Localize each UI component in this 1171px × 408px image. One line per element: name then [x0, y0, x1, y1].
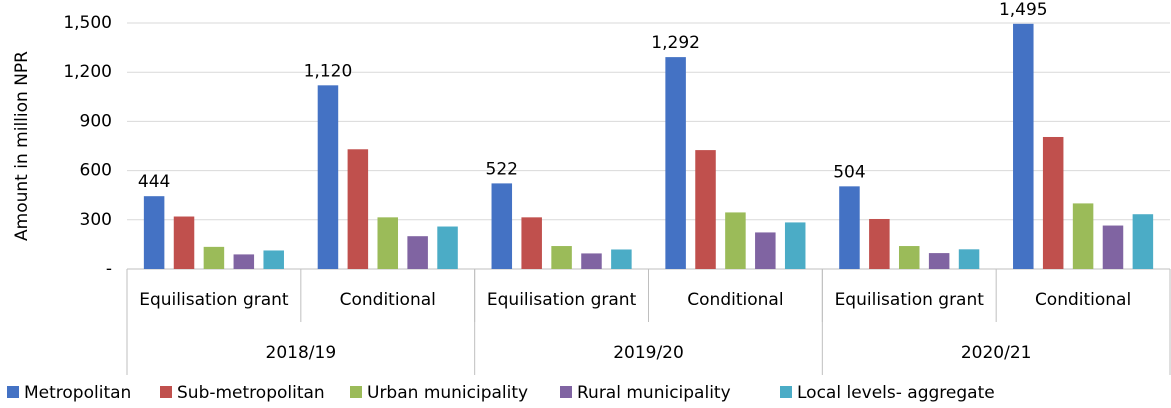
group-label: 2018/19 — [266, 343, 337, 363]
x-tick-label: Conditional — [687, 290, 783, 310]
x-tick-label: Conditional — [1035, 290, 1131, 310]
x-tick-label: Equilisation grant — [139, 290, 289, 310]
legend-swatch — [7, 386, 19, 398]
bar — [263, 250, 284, 269]
bar — [347, 149, 369, 269]
bar — [233, 254, 255, 269]
bar — [611, 249, 632, 269]
x-tick-label: Equilisation grant — [487, 290, 637, 310]
bar — [755, 232, 776, 269]
y-axis-label: Amount in million NPR — [12, 51, 32, 241]
bar — [521, 217, 542, 269]
legend-label: Local levels- aggregate — [797, 383, 995, 403]
x-tick-label: Equilisation grant — [835, 290, 985, 310]
bar — [928, 253, 950, 269]
legend-label: Rural municipality — [577, 383, 731, 403]
bar — [898, 246, 920, 269]
bar — [491, 183, 513, 269]
y-tick-label: 300 — [80, 210, 112, 230]
legend-label: Urban municipality — [367, 383, 528, 403]
legend-swatch — [350, 386, 362, 398]
y-tick-label: 600 — [80, 161, 112, 181]
data-label: 522 — [486, 159, 518, 179]
legend-label: Sub-metropolitan — [177, 383, 325, 403]
legend-swatch — [560, 386, 572, 398]
bar — [1072, 203, 1094, 269]
legend-label: Metropolitan — [24, 383, 131, 403]
bar — [203, 246, 225, 269]
data-label: 1,292 — [651, 33, 700, 53]
bar — [695, 150, 716, 269]
bar — [317, 85, 339, 269]
bar — [1013, 23, 1034, 269]
legend-swatch — [780, 386, 792, 398]
bar — [581, 253, 602, 269]
y-tick-label: - — [106, 259, 112, 279]
bar — [839, 186, 860, 269]
data-label: 1,120 — [304, 61, 353, 81]
bar — [869, 218, 890, 269]
bar — [377, 217, 399, 269]
bar — [1042, 136, 1064, 269]
bar — [551, 246, 572, 269]
x-tick-label: Conditional — [340, 290, 436, 310]
bar — [437, 226, 458, 269]
bar — [173, 216, 195, 269]
data-label: 504 — [833, 162, 865, 182]
y-tick-label: 1,500 — [63, 13, 112, 33]
data-label: 1,495 — [999, 0, 1048, 20]
y-tick-label: 900 — [80, 111, 112, 131]
group-label: 2019/20 — [613, 343, 684, 363]
data-label: 444 — [138, 172, 170, 192]
y-tick-label: 1,200 — [63, 62, 112, 82]
bar — [1102, 225, 1124, 269]
legend-swatch — [160, 386, 172, 398]
bar — [407, 236, 428, 269]
group-label: 2020/21 — [961, 343, 1032, 363]
bar — [1132, 214, 1154, 269]
bar — [143, 196, 165, 269]
bar — [784, 222, 806, 269]
bar — [725, 212, 746, 269]
bar — [665, 57, 686, 269]
bar — [958, 249, 980, 269]
